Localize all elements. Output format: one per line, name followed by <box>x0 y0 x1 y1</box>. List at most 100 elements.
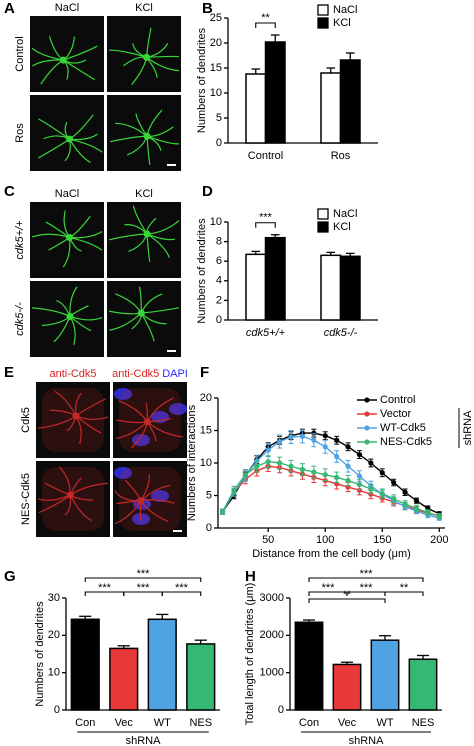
point <box>254 463 260 469</box>
x-tick-label: Con <box>75 717 95 729</box>
column-label: NaCl <box>55 2 79 14</box>
soma <box>137 497 145 505</box>
significance-label: ** <box>343 589 352 601</box>
x-tick-label: NES <box>412 717 435 729</box>
neurite <box>69 236 103 251</box>
micrograph <box>30 202 104 278</box>
point <box>379 490 385 497</box>
legend-swatch <box>317 17 329 29</box>
x-tick-label: NES <box>189 717 212 729</box>
point <box>425 509 431 515</box>
x-tick-label: Vec <box>338 717 357 729</box>
point <box>265 447 271 453</box>
bar <box>339 255 361 321</box>
significance-bracket <box>255 222 276 228</box>
bar <box>320 72 342 144</box>
point <box>402 501 408 507</box>
legend-swatch <box>317 208 329 220</box>
point <box>356 473 363 479</box>
neurite <box>63 45 98 61</box>
y-tick-label: 0 <box>54 704 60 716</box>
y-tick-label: 2 <box>216 294 222 306</box>
y-axis-label: Numbers of dendrites <box>196 218 208 324</box>
legend-label: NES-Cdk5 <box>380 436 432 448</box>
significance-label: *** <box>137 582 151 594</box>
point <box>356 481 363 488</box>
y-axis-label: Numbers of dendrites <box>34 601 46 707</box>
row-label: NES-Cdk5 <box>20 473 32 525</box>
significance-label: *** <box>322 582 336 594</box>
group-label: shRNA <box>349 735 385 746</box>
significance-bracket <box>161 591 202 596</box>
point <box>311 430 317 436</box>
micrograph <box>107 16 181 92</box>
column-label-part: anti-Cdk5 <box>49 368 96 380</box>
micrograph <box>107 95 181 171</box>
significance-label: *** <box>360 582 374 594</box>
y-tick-label: 10 <box>210 87 222 99</box>
y-axis-label: Numbers of interactions <box>186 404 198 521</box>
y-tick-label: 6 <box>216 255 222 267</box>
micrograph <box>36 382 110 458</box>
point <box>288 434 294 440</box>
legend-label: Vector <box>380 408 412 420</box>
nucleus <box>114 467 132 479</box>
row-label: Ros <box>14 123 26 143</box>
x-tick-label: Con <box>299 717 319 729</box>
significance-label: *** <box>98 582 112 594</box>
point <box>368 460 374 466</box>
y-tick-label: 0 <box>278 704 284 716</box>
panel-letter: D <box>202 183 213 200</box>
x-tick-label: WT <box>376 717 393 729</box>
y-tick-label: 15 <box>200 424 212 436</box>
point <box>345 444 351 450</box>
point <box>334 437 340 443</box>
row-label: Control <box>14 36 26 71</box>
panel-letter: B <box>202 0 213 17</box>
soma <box>66 135 74 143</box>
y-tick-label: 30 <box>48 592 60 604</box>
soma <box>143 230 151 238</box>
legend-label: NaCl <box>333 208 357 220</box>
x-tick-label: cdk5-/- <box>324 327 358 339</box>
legend-label: Control <box>380 394 415 406</box>
column-label: KCl <box>135 188 153 200</box>
y-tick-label: 0 <box>216 137 222 149</box>
row-label: cdk5-/- <box>14 302 26 336</box>
point <box>334 474 340 480</box>
point <box>368 486 374 492</box>
point <box>311 469 317 475</box>
soma <box>59 56 67 64</box>
point <box>402 489 408 495</box>
bar <box>264 41 286 144</box>
column-label-part: anti-Cdk5 <box>112 368 159 380</box>
point <box>242 472 248 478</box>
bar <box>332 663 362 711</box>
point <box>322 444 328 450</box>
y-tick-label: 8 <box>216 236 222 248</box>
neurite <box>38 118 70 140</box>
column-label: anti-Cdk5 <box>49 368 96 380</box>
y-tick-label: 0 <box>206 522 212 534</box>
nucleus <box>169 403 187 415</box>
point <box>356 451 363 458</box>
neurite <box>62 59 96 81</box>
point <box>413 505 420 512</box>
significance-label: *** <box>360 568 374 580</box>
point <box>334 453 340 460</box>
nucleus <box>151 490 169 502</box>
y-tick-label: 20 <box>210 37 222 49</box>
x-tick-label: cdk5+/+ <box>246 327 286 339</box>
point <box>368 491 374 497</box>
nucleus <box>114 388 132 400</box>
x-tick-label: WT <box>154 717 171 729</box>
neurite <box>146 135 180 145</box>
point <box>288 463 294 469</box>
point <box>299 466 306 473</box>
point <box>345 463 351 469</box>
x-tick-label: Vec <box>115 717 134 729</box>
y-tick-label: 2000 <box>260 629 284 641</box>
point <box>413 498 420 504</box>
soma <box>66 233 74 241</box>
